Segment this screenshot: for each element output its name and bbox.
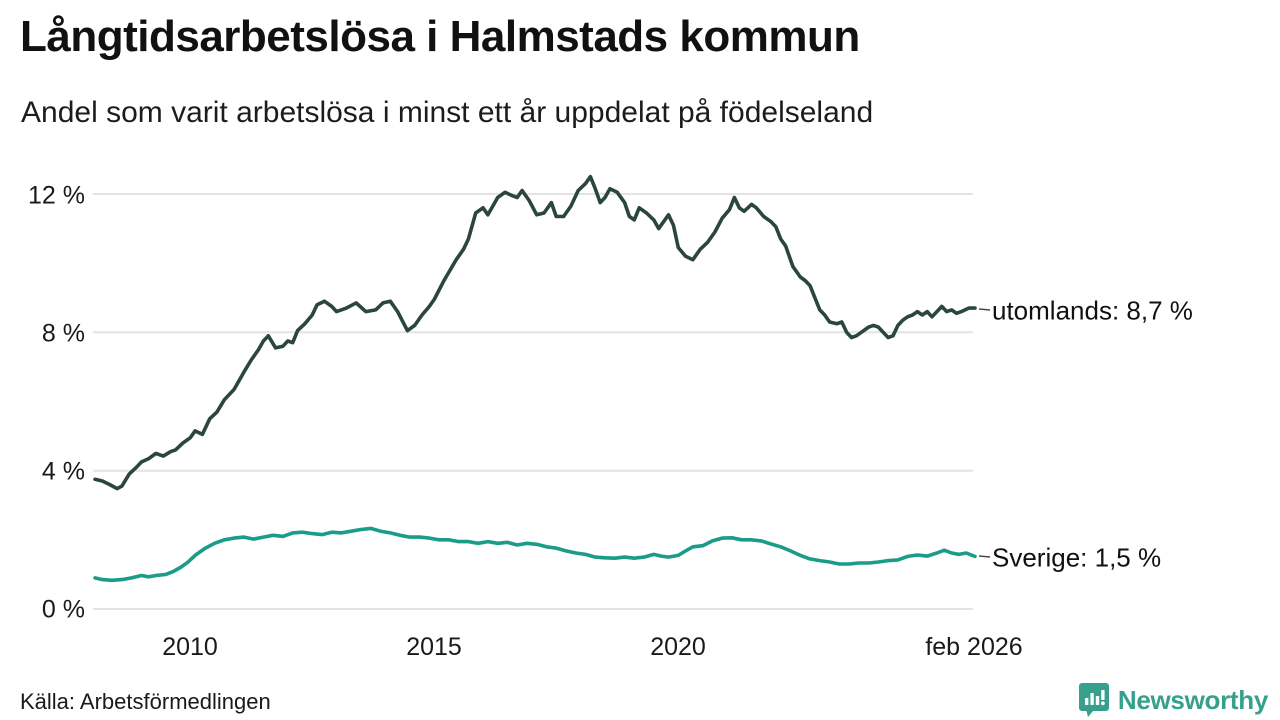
sverige-leader-dash: [978, 555, 991, 558]
newsworthy-logo[interactable]: Newsworthy: [1078, 682, 1268, 718]
y-tick-8: 8 %: [41, 319, 85, 348]
bar-chart-speech-bubble-icon: [1078, 683, 1109, 717]
sverige-line: [93, 526, 977, 583]
x-tick-feb-2026: feb 2026: [925, 633, 1023, 661]
x-tick-2010: 2010: [162, 633, 218, 661]
source-caption: Källa: Arbetsförmedlingen: [20, 689, 271, 714]
utomlands-series-label: utomlands: 8,7 %: [992, 295, 1193, 326]
y-tick-12: 12 %: [28, 181, 85, 210]
y-tick-4: 4 %: [41, 457, 85, 486]
utomlands-line: [93, 174, 977, 491]
newsworthy-wordmark: Newsworthy: [1117, 684, 1268, 715]
sverige-series-label: Sverige: 1,5 %: [992, 542, 1162, 573]
utomlands-leader-dash: [978, 308, 991, 311]
x-tick-2015: 2015: [406, 633, 462, 661]
gridlines: [93, 193, 973, 610]
page-subtitle: Andel som varit arbetslösa i minst ett å…: [21, 96, 874, 129]
page-title: Långtidsarbetslösa i Halmstads kommun: [20, 12, 860, 61]
x-tick-2020: 2020: [650, 633, 706, 661]
y-tick-0: 0 %: [41, 595, 85, 624]
